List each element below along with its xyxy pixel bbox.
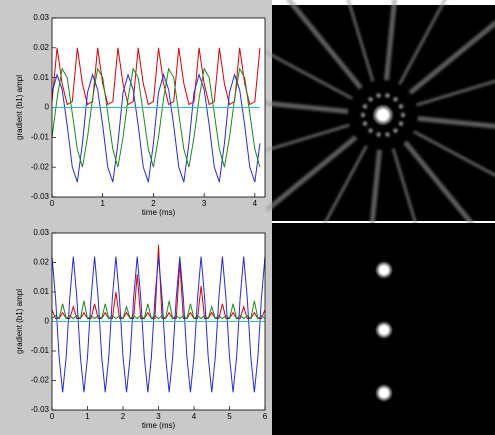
series-line <box>51 67 261 168</box>
psf-streak <box>417 116 495 129</box>
x-tick-label: 0 <box>50 412 55 421</box>
y-tick-label: 0.02 <box>33 258 49 267</box>
x-tick-label: 1 <box>85 412 90 421</box>
x-axis-label: time (ms) <box>142 421 176 430</box>
psf-ring <box>376 93 381 98</box>
psf-streak <box>265 135 358 212</box>
series-line <box>51 300 266 320</box>
x-tick-label: 2 <box>151 199 156 208</box>
psf-ring <box>393 97 398 102</box>
psf-ring <box>393 128 398 133</box>
psf-streak <box>398 0 447 85</box>
y-tick-label: -0.03 <box>31 405 50 414</box>
y-axis-label: gradient (b1) ampl <box>15 75 24 140</box>
series-line <box>51 256 266 393</box>
x-tick-label: 4 <box>192 412 197 421</box>
y-tick-label: 0.03 <box>33 13 49 22</box>
y-tick-label: 0.02 <box>33 43 49 52</box>
x-tick-label: 5 <box>227 412 232 421</box>
psf-ring <box>362 104 367 109</box>
psf-ring <box>401 113 405 117</box>
psf-streak <box>413 130 495 177</box>
x-axis-label: time (ms) <box>142 208 176 217</box>
psf-ring <box>399 104 404 109</box>
psf-spot <box>375 384 393 402</box>
x-tick-label: 1 <box>100 199 105 208</box>
y-tick-label: -0.02 <box>31 162 50 171</box>
psf-ring <box>385 93 390 98</box>
x-tick-label: 6 <box>263 412 268 421</box>
y-tick-label: 0 <box>45 103 50 112</box>
y-tick-label: -0.02 <box>31 376 50 385</box>
x-tick-label: 2 <box>121 412 126 421</box>
y-tick-label: 0 <box>45 317 50 326</box>
x-tick-label: 3 <box>202 199 207 208</box>
psf-streak <box>403 140 480 233</box>
y-tick-label: 0.01 <box>33 287 49 296</box>
psf-ring <box>368 97 373 102</box>
psf-ring <box>362 121 367 126</box>
psf-ring <box>361 113 365 117</box>
y-tick-label: -0.01 <box>31 346 50 355</box>
psf-streak <box>286 0 363 90</box>
y-tick-label: 0.01 <box>33 73 49 82</box>
psf-streak <box>346 0 375 82</box>
plot-frame <box>51 232 266 411</box>
psf-streak <box>250 42 353 100</box>
psf-ring <box>368 128 373 133</box>
x-tick-label: 3 <box>156 412 161 421</box>
y-tick-label: -0.03 <box>31 192 50 201</box>
psf-streak <box>416 79 495 107</box>
psf-ring <box>385 132 390 137</box>
x-tick-label: 0 <box>50 199 55 208</box>
psf-center <box>372 104 394 126</box>
psf-ring <box>399 121 404 126</box>
y-axis-label: gradient (b1) ampl <box>15 289 24 354</box>
psf-spot <box>375 321 393 339</box>
y-tick-label: -0.01 <box>31 132 50 141</box>
psf-streak <box>384 0 398 81</box>
psf-spot <box>375 261 393 279</box>
x-tick-label: 4 <box>253 199 258 208</box>
psf-ring <box>376 132 381 137</box>
psf-streak <box>408 20 495 95</box>
series-line <box>51 73 261 183</box>
y-tick-label: 0.03 <box>33 228 49 237</box>
plot-frame <box>51 17 266 198</box>
